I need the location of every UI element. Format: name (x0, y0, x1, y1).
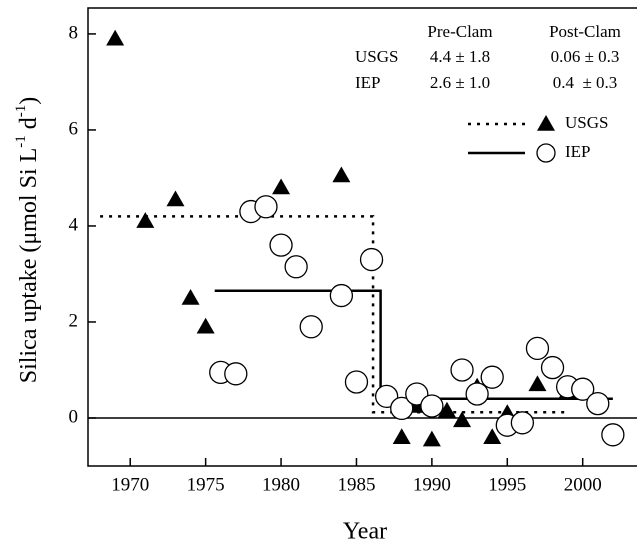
y-label-text: ) (16, 97, 42, 105)
circle-marker (329, 283, 354, 308)
legend-label: USGS (565, 113, 608, 132)
y-tick-label: 4 (69, 214, 79, 235)
mean-line (214, 289, 613, 401)
circle-marker (224, 362, 248, 386)
y-label-text: Silica uptake (μmol Si L (16, 148, 42, 384)
y-tick-label: 8 (69, 22, 79, 43)
y-label-sup: -1 (13, 135, 29, 148)
circle-marker (525, 336, 550, 361)
legend-label: IEP (565, 142, 591, 161)
triangle-marker (392, 428, 411, 444)
circle-marker (601, 423, 625, 447)
triangle-marker (196, 317, 215, 334)
x-tick-label: 2000 (564, 474, 602, 495)
circle-marker (284, 255, 308, 279)
circle-marker (254, 195, 278, 219)
y-axis-label: Silica uptake (μmol Si L-1 d-1) (13, 97, 41, 384)
triangle-marker (181, 288, 200, 305)
triangle-marker (166, 190, 185, 207)
y-tick-label: 0 (69, 406, 79, 427)
circle-marker (536, 143, 556, 163)
y-tick-label: 6 (69, 118, 79, 139)
circle-marker (390, 396, 414, 421)
triangle-marker (483, 428, 502, 444)
circle-marker (344, 370, 369, 394)
triangle-marker (537, 115, 555, 131)
triangle-marker (437, 401, 456, 418)
table-cell: 0.4 ± 0.3 (553, 73, 618, 92)
circle-marker (299, 315, 323, 339)
triangle-marker (272, 178, 291, 195)
x-tick-label: 1990 (413, 474, 451, 495)
circle-marker (586, 391, 610, 416)
table-cell: IEP (355, 73, 381, 92)
circle-marker (540, 355, 565, 380)
circle-marker (269, 233, 293, 257)
circle-marker (571, 377, 595, 401)
table-cell: USGS (355, 47, 398, 66)
x-tick-label: 1985 (337, 474, 375, 495)
triangle-marker (106, 29, 125, 46)
x-axis-label: Year (343, 519, 387, 545)
y-label-text: d (16, 117, 42, 135)
circle-marker (465, 382, 489, 406)
circle-marker (480, 365, 504, 389)
axis-frame (87, 7, 637, 467)
table-header: Post-Clam (549, 22, 621, 41)
table-cell: 4.4 ± 1.8 (430, 47, 490, 66)
x-tick-label: 1995 (488, 474, 526, 495)
triangle-marker (136, 212, 155, 228)
triangle-marker (528, 375, 547, 392)
table-header: Pre-Clam (427, 22, 492, 41)
circle-marker (450, 358, 474, 382)
circle-marker (420, 394, 444, 418)
y-tick-label: 2 (69, 310, 79, 331)
mean-line (100, 215, 568, 414)
circle-marker (510, 411, 535, 435)
x-tick-label: 1980 (262, 474, 300, 495)
triangle-marker (422, 430, 441, 447)
x-tick-label: 1975 (187, 474, 225, 495)
triangle-marker (332, 166, 351, 183)
table-cell: 0.06 ± 0.3 (551, 47, 620, 66)
circle-marker (359, 247, 384, 272)
x-tick-label: 1970 (111, 474, 149, 495)
table-cell: 2.6 ± 1.0 (430, 73, 490, 92)
y-label-sup: -1 (13, 105, 29, 118)
triangle-marker (453, 411, 472, 428)
